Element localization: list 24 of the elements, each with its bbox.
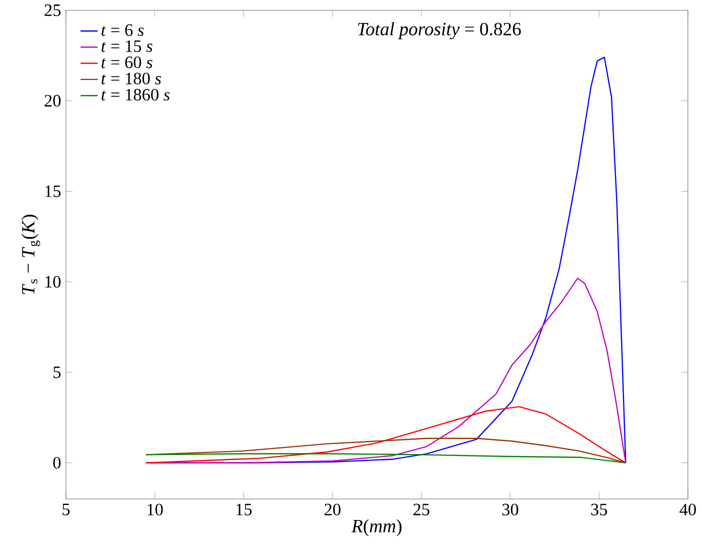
x-axis-title: R(mm) [351, 519, 402, 536]
x-tick-label: 35 [591, 504, 608, 516]
y-tick-label: 15 [45, 185, 61, 198]
line-series [145, 453, 626, 464]
legend-label: t = 180 s [102, 72, 161, 84]
x-tick-label: 10 [148, 504, 163, 516]
y-tick-label: 10 [45, 276, 61, 288]
y-tick-label: 0 [53, 457, 61, 469]
legend-label: t = 1860 s [102, 88, 170, 101]
x-tick-label: 20 [324, 504, 340, 516]
x-tick-label: 40 [680, 504, 696, 516]
x-tick-label: 15 [236, 504, 252, 516]
y-tick-label: 25 [44, 4, 61, 16]
legend-label: t = 60 s [102, 56, 152, 68]
annotation: Total porosity = 0.826 [358, 22, 521, 40]
x-tick-label: 5 [62, 504, 70, 516]
x-tick-label: 25 [413, 504, 430, 516]
y-axis-title: T$_{s}$ − T$_{g}$(K) [21, 214, 40, 294]
legend-label: t = 6 s [102, 24, 144, 36]
x-tick-label: 30 [502, 504, 518, 516]
legend-label: t = 15 s [102, 40, 152, 52]
line-series [145, 406, 626, 464]
y-tick-label: 5 [54, 366, 61, 378]
y-tick-label: 20 [44, 94, 61, 107]
